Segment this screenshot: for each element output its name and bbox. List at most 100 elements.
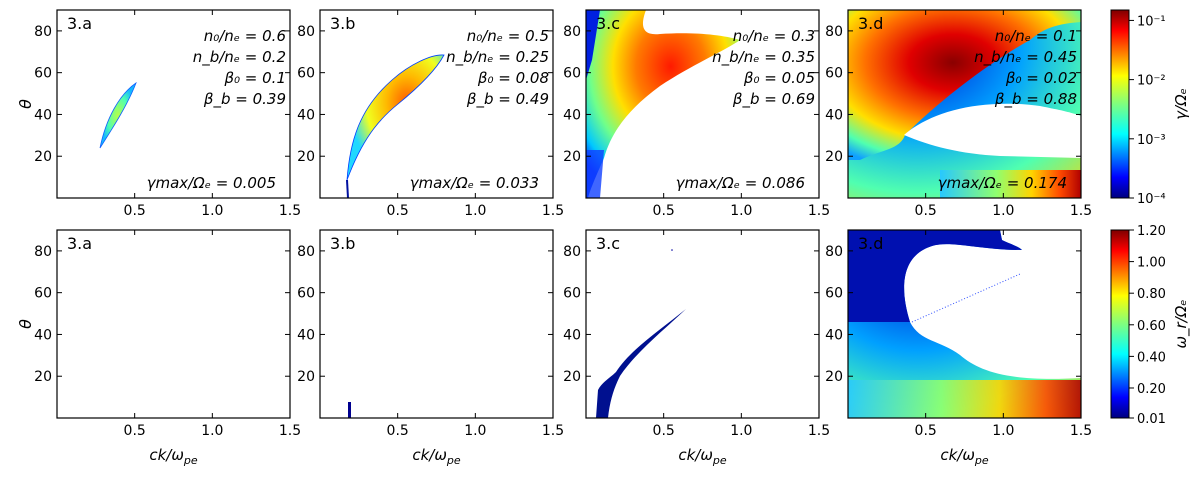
x-tick-label: 0.5 <box>387 203 409 219</box>
y-tick-label: 80 <box>297 24 315 40</box>
x-tick-label: 1.5 <box>808 203 830 219</box>
parameter-text: β₀ = 0.1 <box>223 69 286 87</box>
y-tick-label: 60 <box>563 66 581 82</box>
parameter-text: β_b = 0.39 <box>203 90 286 109</box>
y-tick-label: 80 <box>825 24 843 40</box>
panel-frame-r0-c1 <box>319 9 554 199</box>
x-tick-label: 1.5 <box>1070 423 1092 439</box>
x-tick-label: 1.0 <box>730 203 752 219</box>
y-tick-label: 20 <box>825 149 843 165</box>
panel-frame-r0-c2 <box>585 9 820 199</box>
colorbar-tick-label: 0.01 <box>1137 412 1166 427</box>
colorbar-tick-label: 0.80 <box>1137 287 1166 302</box>
colorbar-top <box>1110 9 1130 199</box>
y-tick-label: 40 <box>297 107 315 123</box>
panel-frame-r1-c2 <box>585 229 820 419</box>
y-tick-label: 40 <box>563 107 581 123</box>
y-tick-label: 80 <box>34 24 52 40</box>
x-tick-label: 0.5 <box>124 423 146 439</box>
gamma-max-label: γmax/Ωₑ = 0.005 <box>147 174 276 192</box>
colorbar-tick-label: 10⁻³ <box>1137 133 1166 148</box>
y-tick-label: 40 <box>563 327 581 343</box>
y-tick-label: 60 <box>825 286 843 302</box>
y-tick-label: 40 <box>825 107 843 123</box>
x-tick-label: 1.0 <box>201 203 223 219</box>
y-tick-label: 80 <box>825 244 843 260</box>
gamma-max-label: γmax/Ωₑ = 0.174 <box>938 174 1067 192</box>
x-tick-label: 0.5 <box>653 203 675 219</box>
colorbar-tick-label: 10⁻² <box>1137 74 1166 89</box>
y-axis-label: θ <box>16 99 35 109</box>
parameter-text: β_b = 0.88 <box>994 90 1077 109</box>
x-tick-label: 1.0 <box>992 423 1014 439</box>
y-tick-label: 20 <box>34 149 52 165</box>
y-tick-label: 60 <box>34 286 52 302</box>
heatmap-fill-top-c <box>586 10 740 198</box>
y-tick-label: 60 <box>297 66 315 82</box>
x-tick-label: 1.5 <box>542 203 564 219</box>
heatmap-fill-bottom-d <box>848 230 1081 418</box>
panel-frame-r0-c3 <box>847 9 1082 199</box>
y-axis-label: θ <box>16 319 35 329</box>
y-tick-label: 60 <box>297 286 315 302</box>
y-tick-label: 60 <box>563 286 581 302</box>
y-tick-label: 80 <box>297 244 315 260</box>
y-tick-label: 20 <box>297 369 315 385</box>
x-axis-label: ck/ωpe <box>412 446 461 467</box>
panel-frame-r1-c3 <box>847 229 1082 419</box>
y-tick-label: 40 <box>34 327 52 343</box>
y-tick-label: 20 <box>563 369 581 385</box>
parameter-text: β_b = 0.49 <box>466 90 549 109</box>
parameter-text: n_b/nₑ = 0.2 <box>193 48 286 67</box>
parameter-text: n₀/nₑ = 0.5 <box>467 27 549 45</box>
y-tick-label: 80 <box>34 244 52 260</box>
x-tick-label: 1.5 <box>279 423 301 439</box>
colorbar-tick-label: 1.20 <box>1137 224 1166 239</box>
heatmap-fill-top-d <box>848 10 1081 198</box>
panel-label: 3.d <box>858 234 883 253</box>
x-tick-label: 1.5 <box>808 423 830 439</box>
x-tick-label: 1.5 <box>542 423 564 439</box>
y-tick-label: 40 <box>34 107 52 123</box>
x-tick-label: 0.5 <box>653 423 675 439</box>
y-tick-label: 20 <box>34 369 52 385</box>
x-axis-label: ck/ωpe <box>678 446 727 467</box>
panel-frame-r1-c0 <box>56 229 291 419</box>
parameter-text: n_b/nₑ = 0.25 <box>446 48 549 67</box>
colorbar-tick-label: 0.40 <box>1137 350 1166 365</box>
panel-frame-r0-c0 <box>56 9 291 199</box>
colorbar-bottom <box>1110 229 1130 419</box>
parameter-text: β₀ = 0.02 <box>1005 69 1077 87</box>
heatmap-fill-top-a <box>99 81 137 149</box>
x-tick-label: 0.5 <box>387 423 409 439</box>
panel-label: 3.a <box>67 234 92 253</box>
axes-layer <box>56 9 1082 419</box>
heatmap-fill-bottom-b <box>348 402 351 418</box>
panel-label: 3.a <box>67 14 92 33</box>
colorbar-tick-label: 0.20 <box>1137 382 1166 397</box>
gamma-max-label: γmax/Ωₑ = 0.033 <box>410 174 539 192</box>
panel-label: 3.b <box>330 14 355 33</box>
x-tick-label: 0.5 <box>915 423 937 439</box>
x-axis-label: ck/ωpe <box>149 446 198 467</box>
y-tick-label: 80 <box>563 244 581 260</box>
x-tick-label: 1.0 <box>992 203 1014 219</box>
panel-label: 3.b <box>330 234 355 253</box>
panel-label: 3.d <box>858 14 883 33</box>
x-tick-label: 1.5 <box>1070 203 1092 219</box>
x-tick-label: 0.5 <box>915 203 937 219</box>
parameter-text: n₀/nₑ = 0.3 <box>733 27 815 45</box>
parameter-text: n_b/nₑ = 0.45 <box>974 48 1077 67</box>
panel-label: 3.c <box>596 234 620 253</box>
heatmap-fill-bottom-c <box>596 249 686 418</box>
y-tick-label: 20 <box>825 369 843 385</box>
parameter-text: n₀/nₑ = 0.6 <box>204 27 286 45</box>
y-tick-label: 80 <box>563 24 581 40</box>
colorbar-label: γ/Ωₑ <box>1172 88 1190 120</box>
y-tick-label: 20 <box>297 149 315 165</box>
colorbar-tick-label: 1.00 <box>1137 256 1166 271</box>
parameter-text: β₀ = 0.08 <box>477 69 549 87</box>
y-tick-label: 40 <box>297 327 315 343</box>
x-tick-label: 1.0 <box>464 423 486 439</box>
